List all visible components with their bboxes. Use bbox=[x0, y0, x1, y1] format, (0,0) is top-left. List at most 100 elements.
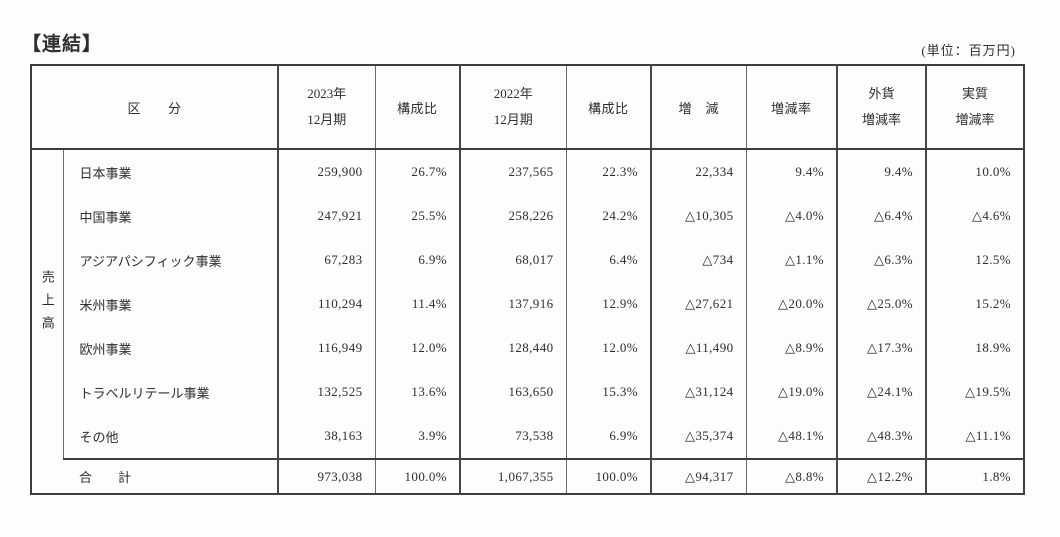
fy2023-value: 116,949 bbox=[277, 326, 376, 370]
fx-change-rate: △24.1% bbox=[836, 370, 927, 414]
table-footer: 合 計 973,038 100.0% 1,067,355 100.0% △94,… bbox=[31, 458, 1025, 494]
row-group-label-sales: 売上高 bbox=[31, 149, 64, 459]
change-value: △11,490 bbox=[650, 326, 747, 370]
fy2023-composition-total: 100.0% bbox=[374, 458, 461, 494]
real-change-rate: △11.1% bbox=[925, 414, 1025, 459]
fx-change-rate: △48.3% bbox=[836, 414, 927, 459]
fy2022-total: 1,067,355 bbox=[459, 458, 567, 494]
change-total: △94,317 bbox=[650, 458, 747, 494]
change-value: △734 bbox=[650, 238, 747, 282]
fx-change-rate-total: △12.2% bbox=[836, 458, 927, 494]
fx-change-rate: 9.4% bbox=[836, 149, 927, 194]
table-header: 区 分 2023年 12月期 構成比 2022年 12月期 構成比 増 減 増減… bbox=[31, 65, 1025, 150]
col-header-change-rate: 増減率 bbox=[745, 65, 838, 150]
fy2022-composition: 12.0% bbox=[565, 326, 652, 370]
table-row-asia-pacific: アジアパシフィック事業 67,283 6.9% 68,017 6.4% △734… bbox=[31, 238, 1025, 282]
change-rate: △8.9% bbox=[745, 326, 838, 370]
col-header-fy2023-line1: 2023年 bbox=[307, 86, 347, 101]
col-header-fy2022-line1: 2022年 bbox=[493, 86, 533, 101]
table-row-travel-retail: トラベルリテール事業 132,525 13.6% 163,650 15.3% △… bbox=[31, 370, 1025, 414]
col-header-fy2022: 2022年 12月期 bbox=[459, 65, 567, 150]
real-change-rate-total: 1.8% bbox=[925, 458, 1025, 494]
fy2023-value: 67,283 bbox=[277, 238, 376, 282]
col-header-fy2023: 2023年 12月期 bbox=[277, 65, 376, 150]
fy2023-total: 973,038 bbox=[277, 458, 376, 494]
col-header-change: 増 減 bbox=[650, 65, 747, 150]
col-header-fy2022-line2: 12月期 bbox=[493, 112, 533, 127]
col-header-fx-change-rate-line1: 外貨 bbox=[868, 86, 895, 101]
real-change-rate: 15.2% bbox=[925, 282, 1025, 326]
fy2023-value: 38,163 bbox=[277, 414, 376, 459]
real-change-rate: 12.5% bbox=[925, 238, 1025, 282]
segment-name: 欧州事業 bbox=[79, 341, 132, 357]
fy2023-composition: 13.6% bbox=[374, 370, 461, 414]
col-header-real-change-rate-line2: 増減率 bbox=[955, 112, 995, 127]
table-body: 売上高 日本事業 259,900 26.7% 237,565 22.3% 22,… bbox=[31, 149, 1025, 459]
fy2022-value: 137,916 bbox=[459, 282, 567, 326]
table-row-japan: 売上高 日本事業 259,900 26.7% 237,565 22.3% 22,… bbox=[31, 149, 1025, 459]
fy2022-composition: 15.3% bbox=[565, 370, 652, 414]
col-header-real-change-rate: 実質 増減率 bbox=[925, 65, 1025, 150]
segment-name: 米州事業 bbox=[79, 297, 132, 313]
fy2022-composition: 22.3% bbox=[565, 149, 652, 194]
col-header-fx-change-rate: 外貨 増減率 bbox=[836, 65, 927, 150]
col-header-fy2023-line2: 12月期 bbox=[307, 112, 347, 127]
real-change-rate: △19.5% bbox=[925, 370, 1025, 414]
change-value: △35,374 bbox=[650, 414, 747, 459]
change-rate-total: △8.8% bbox=[745, 458, 838, 494]
fx-change-rate: △17.3% bbox=[836, 326, 927, 370]
segment-name: アジアパシフィック事業 bbox=[79, 253, 222, 269]
table-row-total: 合 計 973,038 100.0% 1,067,355 100.0% △94,… bbox=[31, 458, 1025, 494]
total-label: 合 計 bbox=[63, 458, 279, 494]
fy2022-composition: 12.9% bbox=[565, 282, 652, 326]
fy2023-value: 132,525 bbox=[277, 370, 376, 414]
page-title: 【連結】 bbox=[22, 34, 103, 55]
change-rate: △48.1% bbox=[745, 414, 838, 459]
change-value: △10,305 bbox=[650, 194, 747, 238]
fy2022-value: 68,017 bbox=[459, 238, 567, 282]
unit-note: (単位：百万円) bbox=[921, 43, 1016, 58]
fy2023-composition: 12.0% bbox=[374, 326, 461, 370]
consolidated-sales-table: 区 分 2023年 12月期 構成比 2022年 12月期 構成比 増 減 増減… bbox=[30, 64, 1026, 495]
col-header-real-change-rate-line1: 実質 bbox=[962, 86, 989, 101]
fy2022-value: 237,565 bbox=[459, 149, 567, 194]
total-row-spacer bbox=[31, 459, 63, 494]
real-change-rate: 18.9% bbox=[925, 326, 1025, 370]
table-row-americas: 米州事業 110,294 11.4% 137,916 12.9% △27,621… bbox=[31, 282, 1025, 326]
real-change-rate: △4.6% bbox=[925, 194, 1025, 238]
fy2023-composition: 26.7% bbox=[374, 149, 461, 194]
change-value: 22,334 bbox=[650, 149, 747, 194]
change-rate: 9.4% bbox=[745, 149, 838, 194]
table-row-china: 中国事業 247,921 25.5% 258,226 24.2% △10,305… bbox=[31, 194, 1025, 238]
fy2022-composition: 24.2% bbox=[565, 194, 652, 238]
fx-change-rate: △6.3% bbox=[836, 238, 927, 282]
change-value: △27,621 bbox=[650, 282, 747, 326]
change-value: △31,124 bbox=[650, 370, 747, 414]
fy2023-composition: 6.9% bbox=[374, 238, 461, 282]
fy2023-composition: 3.9% bbox=[374, 414, 461, 459]
fy2022-value: 258,226 bbox=[459, 194, 567, 238]
segment-name: トラベルリテール事業 bbox=[79, 385, 210, 401]
fy2022-value: 73,538 bbox=[459, 414, 567, 459]
segment-name: その他 bbox=[79, 429, 119, 445]
real-change-rate: 10.0% bbox=[925, 149, 1025, 194]
fx-change-rate: △6.4% bbox=[836, 194, 927, 238]
table-row-other: その他 38,163 3.9% 73,538 6.9% △35,374 △48.… bbox=[31, 414, 1025, 459]
header-row: 区 分 2023年 12月期 構成比 2022年 12月期 構成比 増 減 増減… bbox=[31, 65, 1025, 150]
fy2023-composition: 11.4% bbox=[374, 282, 461, 326]
fy2023-value: 247,921 bbox=[277, 194, 376, 238]
col-header-composition-2022: 構成比 bbox=[565, 65, 652, 150]
fx-change-rate: △25.0% bbox=[836, 282, 927, 326]
col-header-fx-change-rate-line2: 増減率 bbox=[862, 112, 902, 127]
change-rate: △20.0% bbox=[745, 282, 838, 326]
change-rate: △19.0% bbox=[745, 370, 838, 414]
fy2022-composition: 6.4% bbox=[565, 238, 652, 282]
fy2022-value: 163,650 bbox=[459, 370, 567, 414]
segment-name: 日本事業 bbox=[79, 165, 132, 181]
col-header-category: 区 分 bbox=[31, 65, 279, 150]
segment-name: 中国事業 bbox=[79, 209, 132, 225]
fy2023-composition: 25.5% bbox=[374, 194, 461, 238]
change-rate: △1.1% bbox=[745, 238, 838, 282]
col-header-composition-2023: 構成比 bbox=[374, 65, 461, 150]
